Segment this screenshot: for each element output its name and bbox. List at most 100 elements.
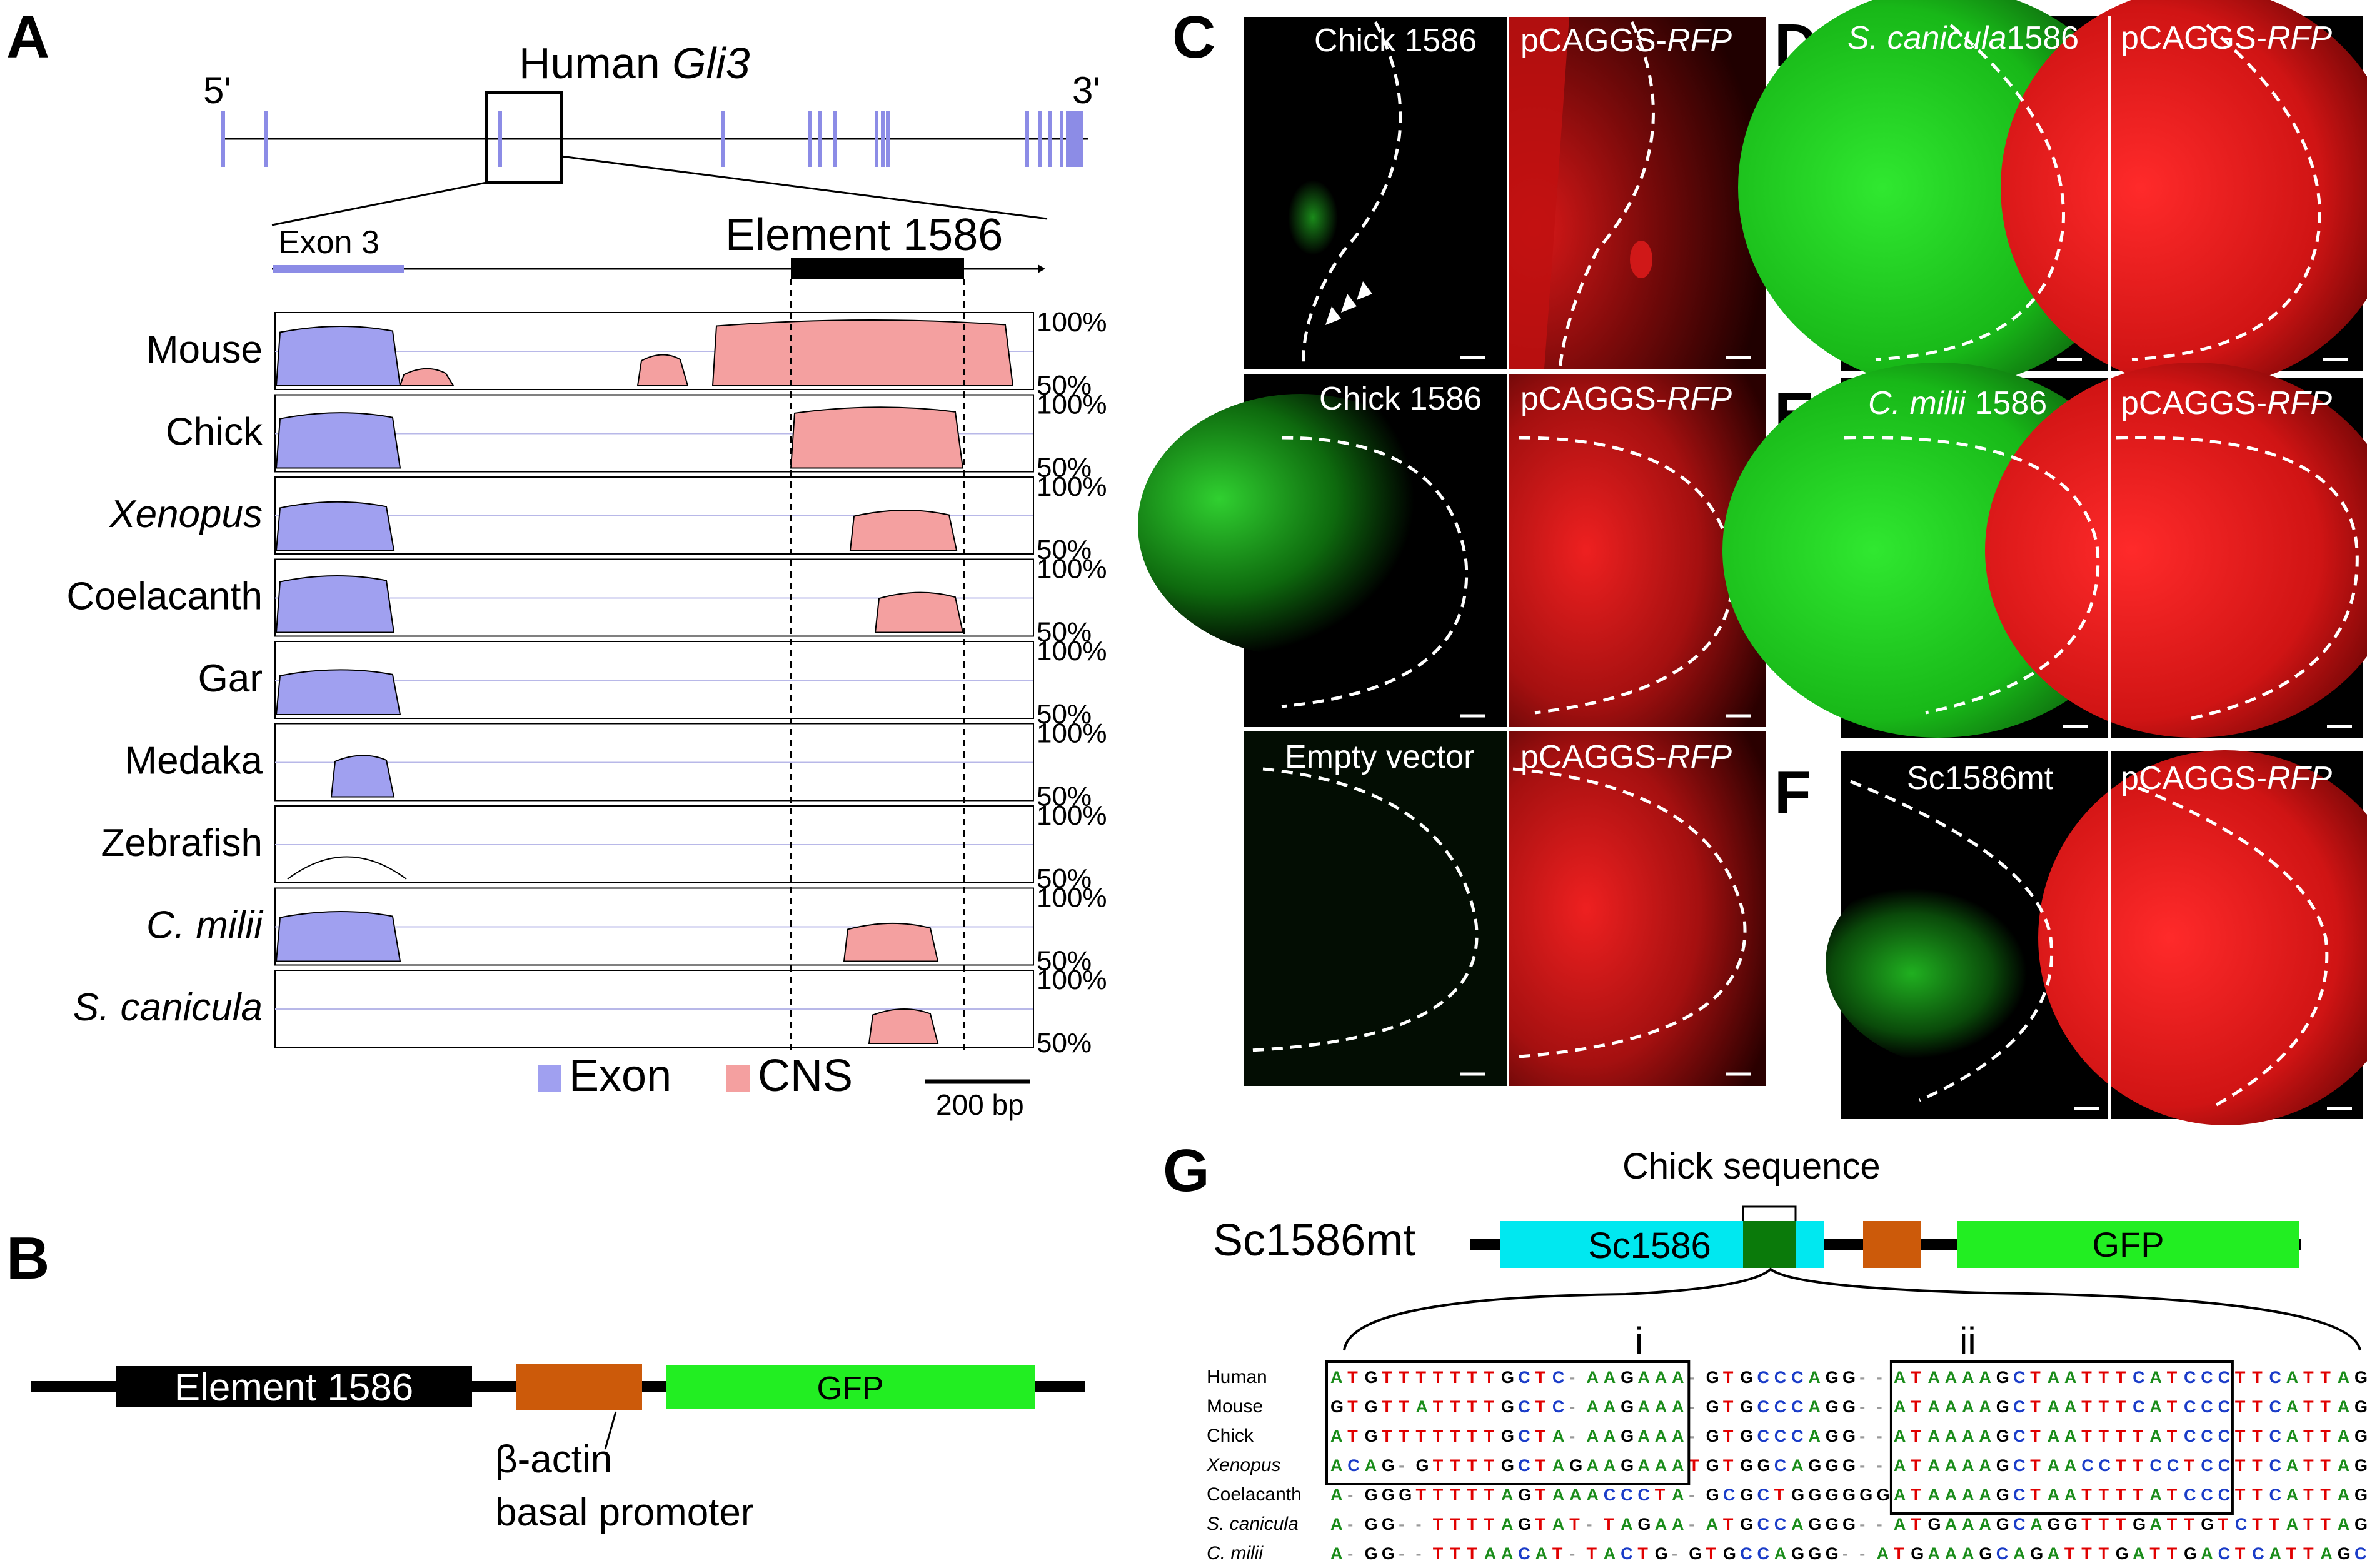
pct-high-label: 100% — [1037, 307, 1107, 338]
pct-high-label: 100% — [1037, 965, 1107, 995]
pct-low-label: 50% — [1037, 863, 1092, 894]
species-label: C. milii — [146, 904, 264, 947]
alignment-species-label: Coelacanth — [1207, 1484, 1302, 1505]
panel-e-left-label: C. milii 1586 — [1868, 385, 2047, 421]
chick-sequence-label: Chick sequence — [1622, 1146, 1881, 1187]
species-label: Mouse — [146, 328, 263, 371]
panel-f-left-label: Sc1586mt — [1907, 760, 2054, 797]
panel-letter-b: B — [6, 1225, 49, 1292]
panel-f: Sc1586mt pCAGGS-RFP — [1826, 750, 2367, 1125]
pct-high-label: 100% — [1037, 718, 1107, 749]
panel-d-right-label: pCAGGS-RFP — [2121, 20, 2332, 56]
vista-track — [274, 887, 1034, 966]
vista-plot: Mouse100%50%Chick100%50%Xenopus100%50%Co… — [66, 279, 1107, 1058]
gene-title: Human Gli3 — [519, 39, 750, 88]
legend-exon-label: Exon — [569, 1051, 671, 1101]
pct-low-label: 50% — [1037, 781, 1092, 812]
locus-arrow — [1038, 264, 1045, 273]
pct-high-label: 100% — [1037, 554, 1107, 585]
panel-c-row3: Empty vector pCAGGS-RFP — [1244, 731, 1766, 1086]
legend-cns-label: CNS — [758, 1051, 853, 1101]
construct-g-chick-insert — [1743, 1221, 1796, 1268]
construct-b-promoter — [516, 1364, 642, 1410]
pct-low-label: 50% — [1037, 699, 1092, 730]
exon3-label: Exon 3 — [278, 224, 379, 261]
box-ii-label: ii — [1959, 1320, 1976, 1362]
pct-low-label: 50% — [1037, 453, 1092, 483]
panel-c-row3-right-label: pCAGGS-RFP — [1520, 739, 1732, 775]
pct-low-label: 50% — [1037, 535, 1092, 565]
species-label: Gar — [198, 657, 263, 700]
exon-marks — [221, 111, 1063, 167]
alignment-species-label: Human — [1207, 1367, 1267, 1387]
pct-high-label: 100% — [1037, 389, 1107, 420]
alignment-species-label: C. milii — [1207, 1543, 1264, 1564]
zoom-box — [485, 91, 563, 184]
panel-letter-a: A — [6, 4, 49, 71]
panel-d-left-label: S. canicula1586 — [1847, 20, 2079, 56]
alignment-species-label: Xenopus — [1206, 1455, 1280, 1475]
vista-track — [274, 970, 1034, 1048]
construct-g-sc1586-label: Sc1586 — [1588, 1225, 1711, 1266]
box-i — [1325, 1360, 1691, 1485]
panel-c-row1: Chick 1586 pCAGGS-RFP — [1244, 17, 1766, 369]
panel-letter-f: F — [1774, 759, 1811, 826]
panel-e-right-label: pCAGGS-RFP — [2121, 385, 2332, 421]
sequence-alignment: Human A T G T T T T T T T G C T C - A A G A A A - G T G C C C A G G - - A T… — [1206, 1360, 2367, 1564]
panel-c-row1-right-label: pCAGGS-RFP — [1520, 23, 1732, 59]
vista-track — [274, 723, 1034, 802]
vista-track — [274, 312, 1034, 390]
panel-letter-c: C — [1172, 4, 1215, 71]
exon-block-3prime — [1066, 111, 1083, 167]
construct-g-gfp — [1957, 1221, 2299, 1268]
promoter-pointer — [604, 1411, 617, 1450]
species-label: Medaka — [124, 740, 263, 783]
alignment-species-label: Mouse — [1207, 1396, 1263, 1417]
species-label: Chick — [166, 411, 263, 454]
pct-high-label: 100% — [1037, 800, 1107, 831]
pct-high-label: 100% — [1037, 471, 1107, 502]
construct-b-gfp — [666, 1365, 1035, 1409]
construct-g-label: Sc1586mt — [1213, 1215, 1415, 1265]
construct-b-element-label: Element 1586 — [174, 1366, 414, 1409]
pct-low-label: 50% — [1037, 370, 1092, 401]
panel-c-row3-left-label: Empty vector — [1285, 739, 1474, 775]
five-prime-label: 5' — [203, 69, 231, 111]
zoom-line-right — [561, 155, 1048, 220]
alignment-brace — [1343, 1267, 2361, 1351]
element-1586-label: Element 1586 — [725, 210, 1003, 260]
three-prime-label: 3' — [1072, 69, 1100, 111]
pct-low-label: 50% — [1037, 617, 1092, 648]
box-ii — [1889, 1360, 2234, 1515]
vista-track — [274, 394, 1034, 473]
scale-bar-label: 200 bp — [936, 1088, 1024, 1121]
box-i-label: i — [1635, 1320, 1643, 1362]
construct-g-gfp-label: GFP — [2092, 1225, 2164, 1264]
alignment-species-label: S. canicula — [1207, 1514, 1299, 1534]
construct-g-promoter — [1863, 1221, 1921, 1268]
legend-cns-swatch — [726, 1065, 750, 1092]
zoom-line-left — [271, 181, 487, 226]
pct-high-label: 100% — [1037, 636, 1107, 666]
pct-low-label: 50% — [1037, 1028, 1092, 1058]
legend-exon-swatch — [538, 1065, 561, 1092]
species-label: S. canicula — [73, 986, 263, 1029]
panel-f-right-label: pCAGGS-RFP — [2121, 760, 2332, 797]
panel-c-row2: Chick 1586 pCAGGS-RFP — [1138, 374, 1766, 727]
exon3-bar — [273, 265, 404, 273]
pct-high-label: 100% — [1037, 883, 1107, 913]
promoter-label-line1: β-actin — [495, 1438, 612, 1481]
vista-track — [274, 805, 1034, 883]
panel-c-row2-right-label: pCAGGS-RFP — [1520, 381, 1732, 417]
species-label: Xenopus — [108, 493, 263, 536]
panel-d: S. canicula1586 pCAGGS-RFP — [1738, 0, 2367, 388]
panel-letter-g: G — [1163, 1137, 1210, 1204]
species-label: Coelacanth — [66, 575, 263, 618]
